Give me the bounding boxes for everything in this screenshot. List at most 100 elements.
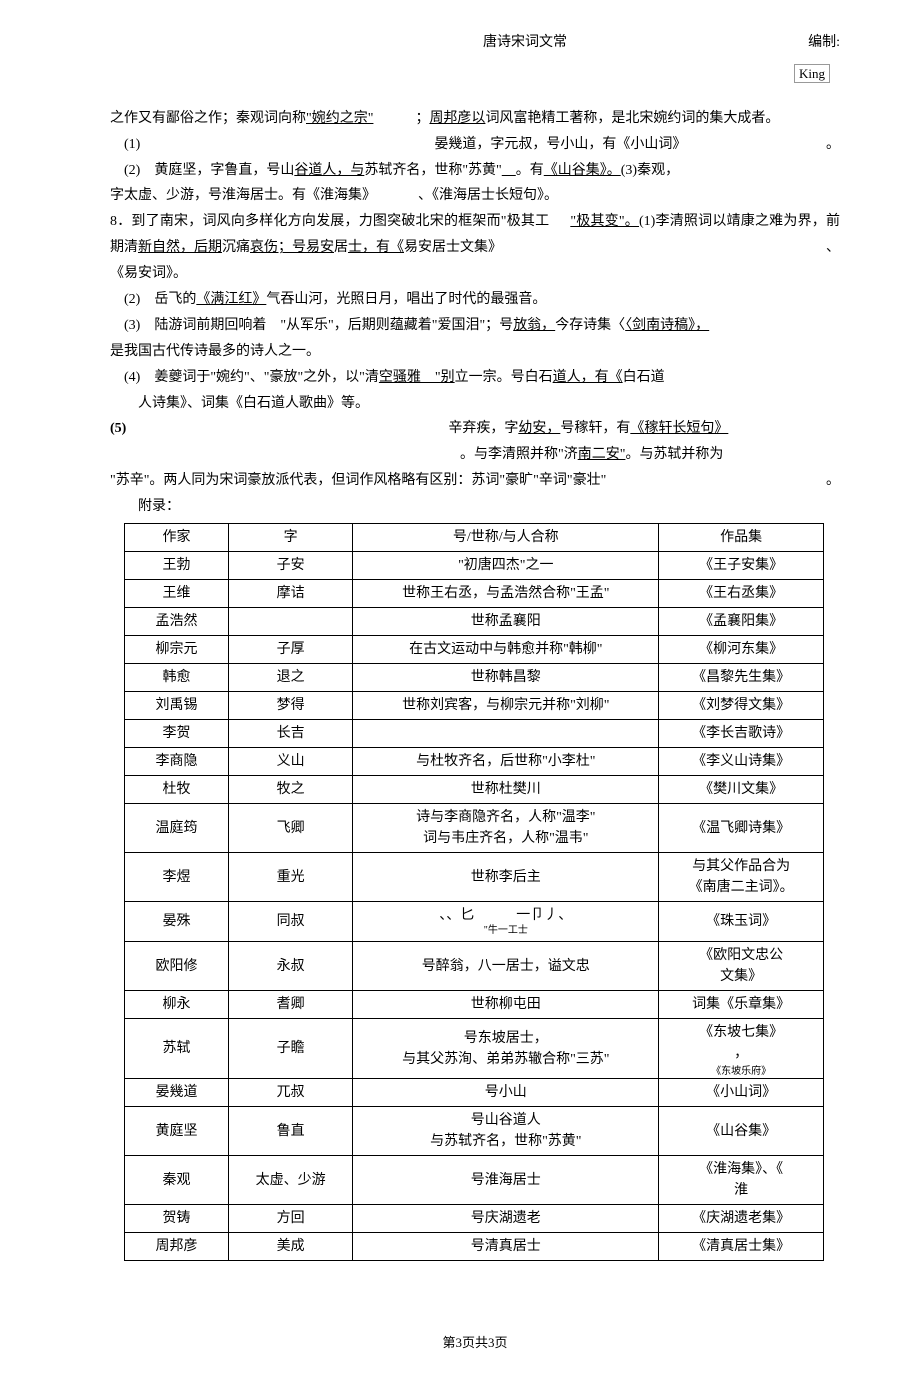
table-cell: 欧阳修 [125,942,229,991]
table-cell: 李煜 [125,853,229,902]
text: "苏辛"。两人同为宋词豪放派代表，但词作风格略有区别：苏词"豪旷"辛词"豪壮" [110,473,606,488]
table-cell: 世称王右丞，与孟浩然合称"王孟" [353,580,659,608]
table-cell: 韩愈 [125,664,229,692]
table-row: 韩愈退之世称韩昌黎《昌黎先生集》 [125,664,824,692]
table-cell: 《昌黎先生集》 [659,664,824,692]
text: 苏轼齐名，世称"苏黄" [364,163,501,178]
col-header: 字 [229,524,353,552]
table-cell: 耆卿 [229,991,353,1019]
list-item-5-line3: "苏辛"。两人同为宋词豪放派代表，但词作风格略有区别：苏词"豪旷"辛词"豪壮" 。 [110,468,840,494]
table-cell: 苏轼 [125,1019,229,1079]
table-cell: 号淮海居士 [353,1156,659,1205]
paragraph-8-cont: 《易安词》。 [110,261,840,287]
table-cell: 鲁直 [229,1107,353,1156]
table-cell: 世称李后主 [353,853,659,902]
table-cell: 与杜牧齐名，后世称"小李杜" [353,748,659,776]
text: 易安居士文集》 [404,240,502,255]
text-underline: 谷道人，与 [294,163,364,178]
table-row: 黄庭坚鲁直号山谷道人与苏轼齐名，世称"苏黄"《山谷集》 [125,1107,824,1156]
list-item-4: (4) 姜夔词于"婉约"、"豪放"之外，以"清空骚雅 "别立一宗。号白石道人，有… [110,365,840,391]
col-header: 作家 [125,524,229,552]
text: 《易安词》。 [110,266,187,281]
list-item-1: (1)晏幾道，字元叔，号小山，有《小山词》。 [110,132,840,158]
page-footer: 第3页共3页 [110,1331,840,1355]
table-cell [353,720,659,748]
table-cell: 贺铸 [125,1205,229,1233]
text-underline: 空骚雅 "别 [379,370,455,385]
text: 附录： [138,499,180,514]
table-cell: 《孟襄阳集》 [659,608,824,636]
table-cell: 《珠玉词》 [659,902,824,942]
table-cell: 兀叔 [229,1079,353,1107]
table-cell: 子瞻 [229,1019,353,1079]
appendix-table: 作家 字 号/世称/与人合称 作品集 王勃子安"初唐四杰"之一《王子安集》王维摩… [124,523,824,1261]
list-item-3-cont: 是我国古代传诗最多的诗人之一。 [110,339,840,365]
text: 。 [826,468,840,494]
table-cell: 晏殊 [125,902,229,942]
table-row: 李煜重光世称李后主与其父作品合为《南唐二主词》。 [125,853,824,902]
table-cell: 在古文运动中与韩愈并称"韩柳" [353,636,659,664]
table-cell: 号山谷道人与苏轼齐名，世称"苏黄" [353,1107,659,1156]
table-cell: 号小山 [353,1079,659,1107]
text: 、 [826,235,840,261]
author-box: King [110,62,830,88]
text: 立一宗。号白石 [455,370,553,385]
header-author-label: 编制: [760,30,840,56]
table-row: 晏殊同叔、、匕 一卩丿、"牛一工士《珠玉词》 [125,902,824,942]
text: ； [415,111,429,126]
table-cell: 永叔 [229,942,353,991]
table-cell: 《樊川文集》 [659,776,824,804]
table-cell: 与其父作品合为《南唐二主词》。 [659,853,824,902]
text: (5) [110,421,126,436]
text: 人诗集》、词集《白石道人歌曲》等。 [138,396,369,411]
table-cell: 太虚、少游 [229,1156,353,1205]
col-header: 作品集 [659,524,824,552]
table-cell: 《柳河东集》 [659,636,824,664]
table-cell: 长吉 [229,720,353,748]
table-cell: 柳永 [125,991,229,1019]
text: 之作又有鄙俗之作；秦观词向称 [110,111,306,126]
table-row: 柳永耆卿世称柳屯田词集《乐章集》 [125,991,824,1019]
table-cell: 李贺 [125,720,229,748]
table-cell: 《淮海集》、《淮 [659,1156,824,1205]
table-cell: 世称杜樊川 [353,776,659,804]
table-cell: 《庆湖遗老集》 [659,1205,824,1233]
table-cell: 世称孟襄阳 [353,608,659,636]
text-underline: "极其变"。 [570,214,639,229]
table-cell: 子厚 [229,636,353,664]
text: 与苏轼并称为 [639,447,723,462]
table-cell: 王维 [125,580,229,608]
text-underline: 新自然，后期 [138,240,222,255]
table-cell: 王勃 [125,552,229,580]
text: 白石道 [623,370,665,385]
table-cell: 杜牧 [125,776,229,804]
table-cell: 晏幾道 [125,1079,229,1107]
list-item-3: (3) 陆游词前期回响着 "从军乐"，后期则蕴藏着"爱国泪"；号放翁，今存诗集〈… [110,313,840,339]
table-cell [229,608,353,636]
text-underline: 放翁， [513,318,555,333]
list-item-2: (2) 黄庭坚，字鲁直，号山谷道人，与苏轼齐名，世称"苏黄" 。有《山谷集》。(… [110,158,840,184]
table-cell: 、、匕 一卩丿、"牛一工士 [353,902,659,942]
table-cell: 《李义山诗集》 [659,748,824,776]
table-row: 贺铸方回号庆湖遗老《庆湖遗老集》 [125,1205,824,1233]
list-item-5-line2: 。与李清照并称"济南二安"。与苏轼并称为 [110,442,840,468]
table-cell: 号东坡居士，与其父苏洵、弟弟苏辙合称"三苏" [353,1019,659,1079]
table-cell: 同叔 [229,902,353,942]
table-cell: 《李长吉歌诗》 [659,720,824,748]
text: 辛弃疾，字 [448,421,518,436]
table-cell: 柳宗元 [125,636,229,664]
table-cell: 《刘梦得文集》 [659,692,824,720]
table-cell: 周邦彦 [125,1233,229,1261]
table-row: 李贺长吉 《李长吉歌诗》 [125,720,824,748]
text: (2) 黄庭坚，字鲁直，号山 [124,163,294,178]
text: 8．到了南宋，词风向多样化方向发展，力图突破北宋的框架而"极其工 [110,214,549,229]
table-cell: 《温飞卿诗集》 [659,804,824,853]
paragraph-intro: 之作又有鄙俗之作；秦观词向称"婉约之宗"；周邦彦以词风富艳精工著称，是北宋婉约词… [110,106,840,132]
table-cell: 刘禹锡 [125,692,229,720]
text-underline: 《满江红》 [196,292,266,307]
table-row: 李商隐义山与杜牧齐名，后世称"小李杜"《李义山诗集》 [125,748,824,776]
text: 居 [334,240,348,255]
table-cell: 黄庭坚 [125,1107,229,1156]
table-cell: 诗与李商隐齐名，人称"温李"词与韦庄齐名，人称"温韦" [353,804,659,853]
table-cell: 词集《乐章集》 [659,991,824,1019]
